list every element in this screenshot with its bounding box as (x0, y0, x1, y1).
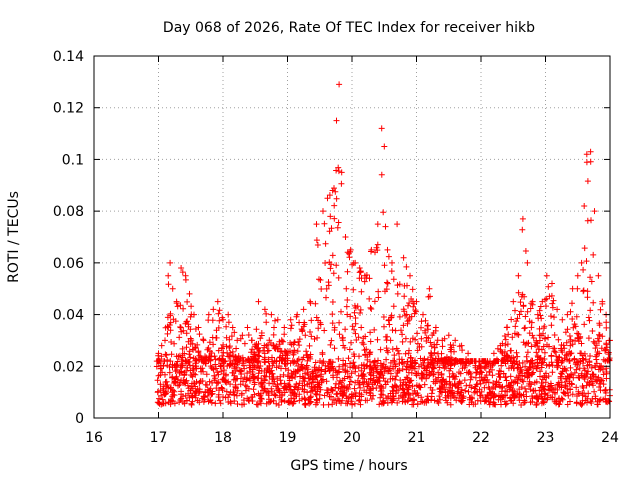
x-tick-label: 18 (214, 430, 232, 446)
y-tick-label: 0.04 (53, 308, 84, 324)
x-tick-label: 16 (85, 430, 103, 446)
y-tick-labels: 0 0.02 0.04 0.06 0.08 0.1 0.12 0.14 (53, 49, 84, 427)
x-tick-label: 17 (150, 430, 168, 446)
x-tick-label: 21 (408, 430, 426, 446)
x-tick-label: 19 (279, 430, 297, 446)
y-axis-title: ROTI / TECUs (6, 191, 22, 283)
x-tick-label: 20 (343, 430, 361, 446)
x-axis-title: GPS time / hours (290, 458, 407, 474)
y-tick-label: 0.06 (53, 256, 84, 272)
roti-points (153, 81, 613, 408)
x-tick-labels: 16 17 18 19 20 21 22 23 24 (85, 430, 619, 446)
grid (94, 56, 610, 418)
y-tick-label: 0.14 (53, 49, 84, 65)
x-tick-label: 23 (537, 430, 555, 446)
y-tick-label: 0.1 (62, 152, 84, 168)
axis-ticks (93, 55, 611, 419)
x-tick-label: 24 (601, 430, 619, 446)
y-tick-label: 0.08 (53, 204, 84, 220)
x-tick-label: 22 (472, 430, 490, 446)
y-tick-label: 0 (75, 411, 84, 427)
chart-title: Day 068 of 2026, Rate Of TEC Index for r… (163, 20, 535, 36)
y-tick-label: 0.02 (53, 359, 84, 375)
y-tick-label: 0.12 (53, 101, 84, 117)
data-points (153, 81, 613, 408)
